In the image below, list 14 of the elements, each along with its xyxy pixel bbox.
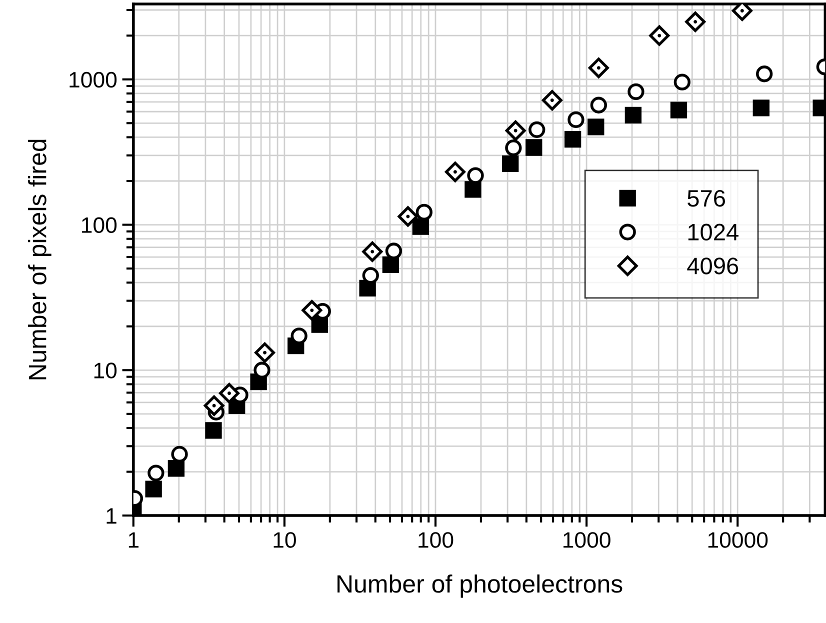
y-tick-label: 10	[94, 362, 117, 378]
legend-label: 576	[688, 190, 725, 207]
y-tick-label: 1000	[70, 72, 117, 88]
x-tick-label: 1000	[564, 532, 610, 548]
y-tick-label: 100	[82, 217, 117, 234]
x-tick-label: 10000	[708, 532, 768, 548]
y-tick-label: 1	[106, 508, 116, 524]
x-axis-title: Number of photoelectrons	[338, 574, 622, 598]
x-tick-label: 1	[128, 532, 138, 548]
x-tick-label: 100	[418, 532, 454, 548]
legend-label: 1024	[688, 224, 738, 241]
y-axis-title: Number of pixels fired	[28, 140, 52, 380]
x-tick-label: 10	[274, 532, 296, 548]
legend-label: 4096	[687, 258, 738, 274]
